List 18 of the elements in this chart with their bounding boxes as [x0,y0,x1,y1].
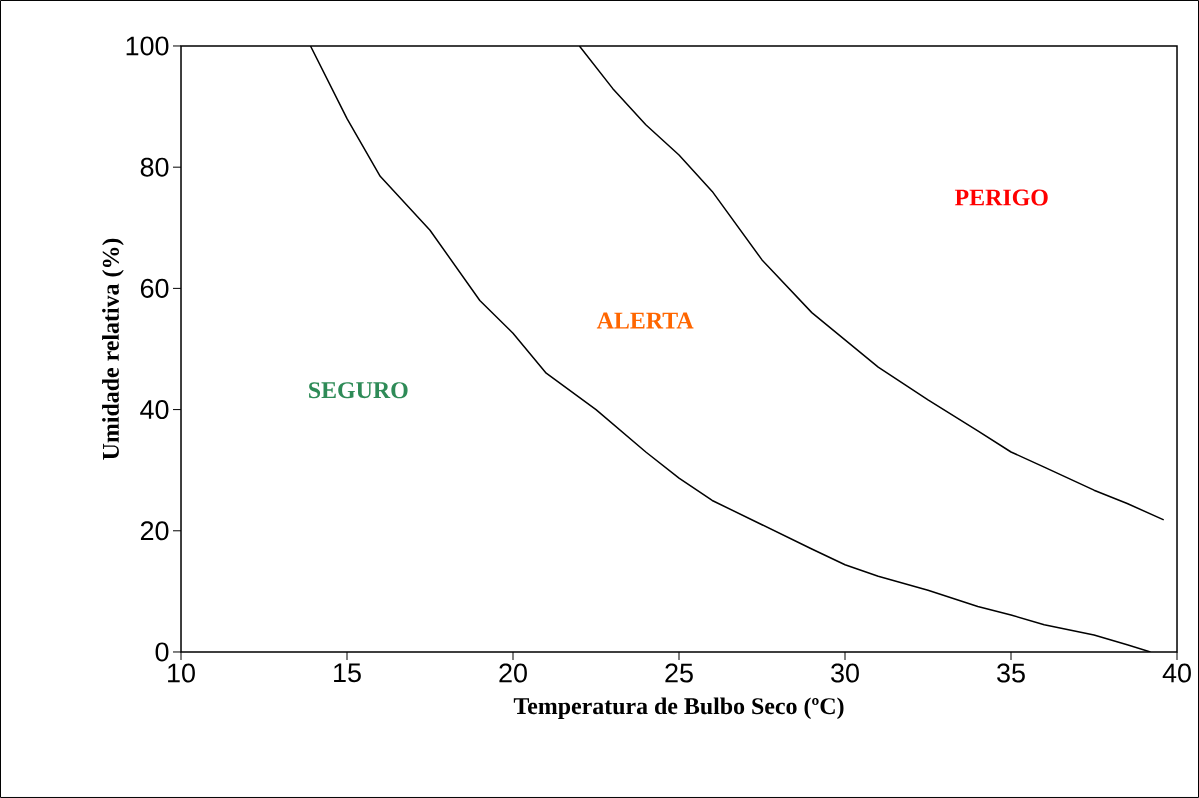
x-tick-label: 15 [334,663,361,683]
y-tick-label: 60 [140,278,169,298]
x-tick-label: 40 [1162,663,1191,683]
y-tick-label: 100 [126,36,169,56]
x-tick-label: 30 [831,663,859,683]
x-tick-label: 10 [168,663,195,683]
annotation: PERIGO [954,189,1048,206]
y-tick-label: 40 [140,400,169,420]
y-tick-label: 20 [140,521,169,541]
y-axis-title: Umidade relativa (%) [102,238,124,460]
x-tick-label: 35 [997,663,1025,683]
x-axis-title: Temperatura de Bulbo Seco (ºC) [513,697,844,720]
x-tick-label: 20 [499,663,527,683]
annotation: ALERTA [596,312,694,329]
y-tick-label: 0 [155,642,169,662]
x-tick-label: 25 [665,663,693,683]
annotation: SEGURO [309,382,408,399]
y-tick-label: 80 [140,157,169,177]
